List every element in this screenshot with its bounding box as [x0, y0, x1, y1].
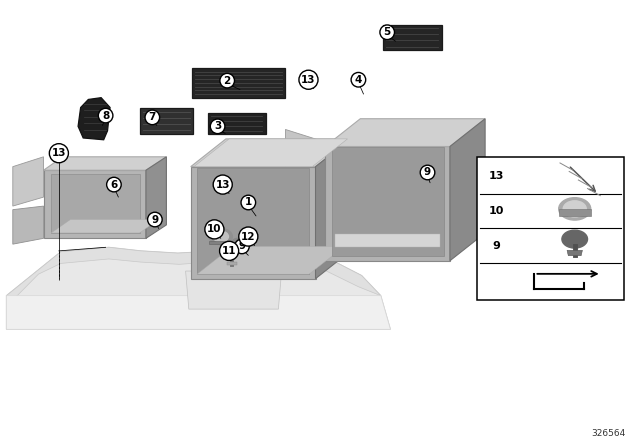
FancyBboxPatch shape — [477, 157, 624, 300]
Circle shape — [209, 228, 232, 245]
Polygon shape — [209, 241, 232, 244]
Circle shape — [232, 238, 244, 247]
Polygon shape — [186, 271, 282, 309]
Polygon shape — [208, 113, 266, 134]
Text: 5: 5 — [383, 27, 391, 37]
Polygon shape — [191, 167, 316, 279]
Polygon shape — [232, 247, 244, 252]
Text: 2: 2 — [223, 76, 231, 86]
Text: 326564: 326564 — [591, 429, 626, 438]
Polygon shape — [559, 209, 591, 215]
Text: 13: 13 — [52, 148, 66, 158]
Polygon shape — [325, 146, 450, 261]
Polygon shape — [13, 206, 44, 244]
Text: 12: 12 — [241, 232, 255, 241]
Polygon shape — [450, 119, 485, 261]
Text: 9: 9 — [492, 241, 500, 251]
Polygon shape — [316, 139, 351, 279]
Polygon shape — [140, 108, 193, 134]
Text: 10: 10 — [488, 206, 504, 216]
Polygon shape — [325, 119, 485, 146]
Text: 4: 4 — [355, 75, 362, 85]
Polygon shape — [146, 157, 166, 238]
Polygon shape — [51, 220, 159, 233]
Polygon shape — [192, 68, 285, 98]
Circle shape — [559, 198, 591, 220]
Polygon shape — [194, 139, 348, 167]
Circle shape — [562, 230, 588, 248]
Polygon shape — [6, 247, 381, 300]
Polygon shape — [285, 129, 325, 252]
Text: 10: 10 — [207, 224, 221, 234]
Polygon shape — [44, 157, 166, 170]
Polygon shape — [44, 170, 146, 238]
Polygon shape — [332, 147, 444, 256]
Polygon shape — [223, 251, 240, 255]
Polygon shape — [197, 168, 309, 274]
Polygon shape — [335, 234, 440, 247]
Text: 9: 9 — [238, 241, 246, 251]
Polygon shape — [191, 139, 351, 167]
Polygon shape — [78, 98, 110, 140]
Text: 9: 9 — [151, 215, 159, 224]
Text: 13: 13 — [301, 75, 316, 85]
Text: 13: 13 — [216, 180, 230, 190]
Polygon shape — [567, 250, 582, 256]
Text: 6: 6 — [110, 180, 118, 190]
Polygon shape — [51, 174, 140, 233]
Polygon shape — [6, 247, 390, 329]
Text: 8: 8 — [102, 111, 109, 121]
Text: 13: 13 — [488, 172, 504, 181]
Text: 7: 7 — [148, 112, 156, 122]
Text: 1: 1 — [244, 198, 252, 207]
Text: 9: 9 — [424, 168, 431, 177]
Polygon shape — [13, 157, 44, 206]
Polygon shape — [227, 262, 237, 265]
Text: 3: 3 — [214, 121, 221, 131]
Circle shape — [213, 231, 228, 242]
Polygon shape — [197, 246, 344, 274]
Text: 11: 11 — [222, 246, 236, 256]
Polygon shape — [6, 296, 390, 329]
Polygon shape — [383, 25, 442, 50]
Circle shape — [563, 201, 586, 217]
